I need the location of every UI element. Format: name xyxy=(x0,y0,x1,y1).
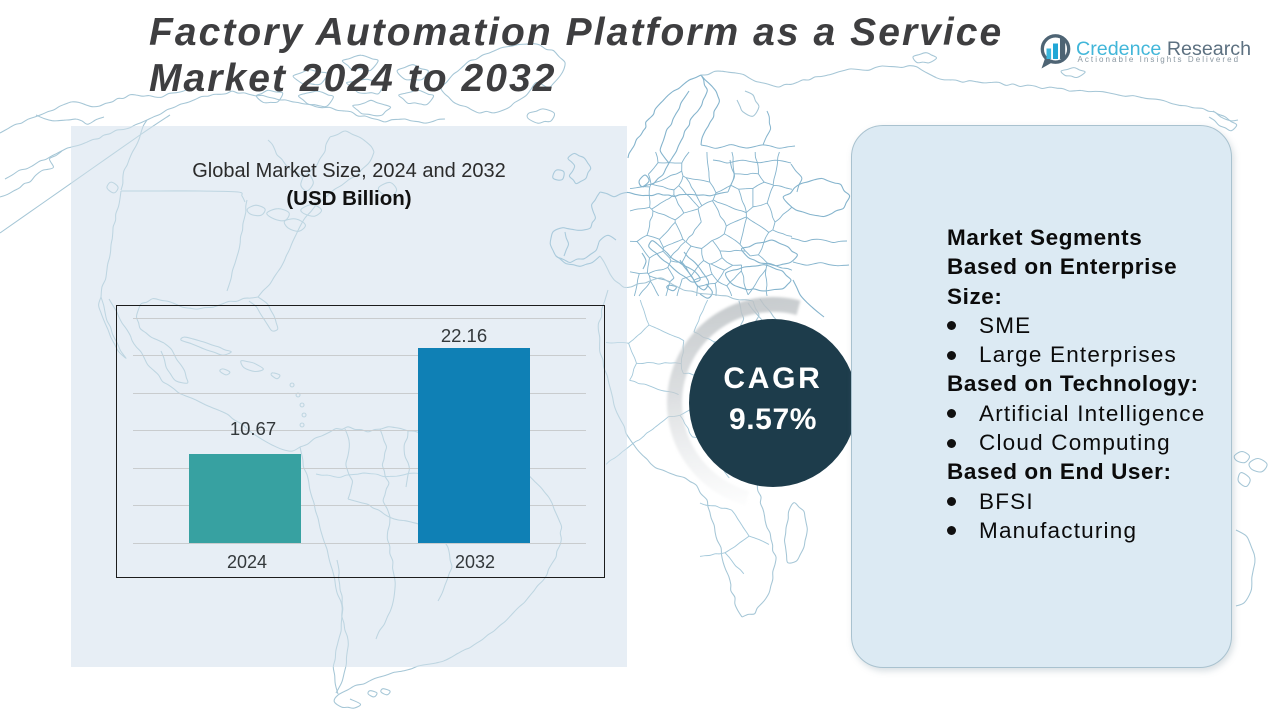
svg-text:9.57%: 9.57% xyxy=(729,403,817,436)
svg-text:Actionable Insights Delivered: Actionable Insights Delivered xyxy=(1078,55,1241,64)
svg-text:Credence Research: Credence Research xyxy=(1076,38,1251,60)
svg-text:CAGR: CAGR xyxy=(723,362,822,395)
